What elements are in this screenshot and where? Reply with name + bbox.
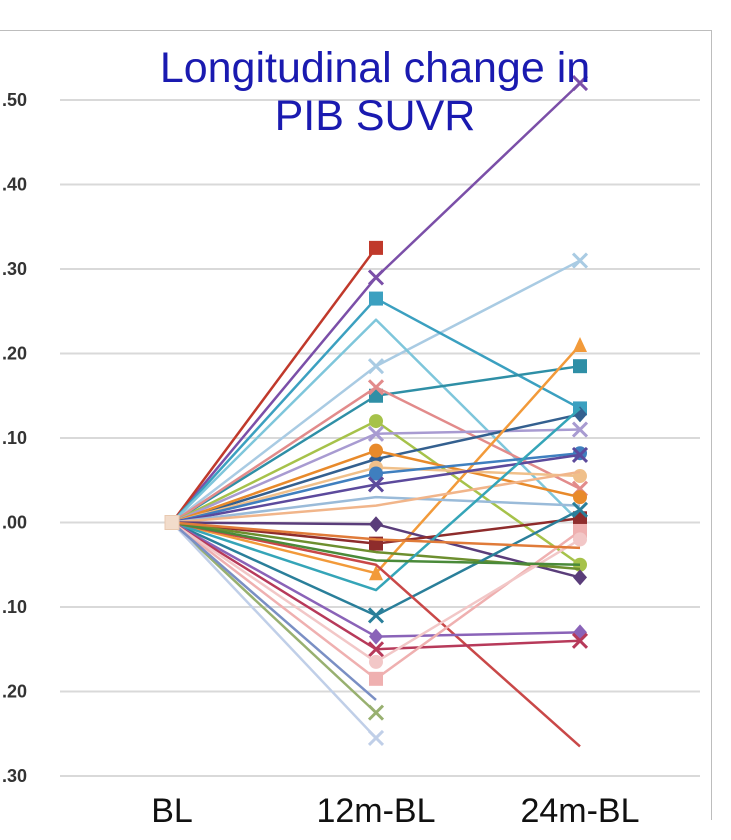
series-12-point-1 bbox=[369, 565, 383, 581]
y-tick-label: .20 bbox=[2, 682, 27, 702]
series-line-1 bbox=[170, 247, 378, 524]
series-1-point-1 bbox=[369, 240, 383, 255]
series-20-point-2 bbox=[571, 501, 589, 518]
series-line-27 bbox=[171, 521, 377, 714]
series-10-point-2 bbox=[573, 490, 587, 505]
chart-title-line-2: PIB SUVR bbox=[274, 92, 476, 140]
series-line-31 bbox=[171, 521, 581, 550]
y-tick-label: .30 bbox=[2, 766, 27, 786]
series-5-point-2 bbox=[573, 359, 587, 374]
chart-title-line-1: Longitudinal change in bbox=[159, 44, 591, 92]
series-8-point-1 bbox=[367, 425, 385, 442]
series-20-point-1 bbox=[367, 607, 385, 624]
series-10-point-1 bbox=[369, 443, 383, 458]
series-13-point-1 bbox=[369, 466, 383, 481]
series-14-point-1 bbox=[367, 476, 385, 493]
series-25-point-1 bbox=[369, 671, 383, 686]
series-24-point-2 bbox=[571, 632, 589, 649]
series-2-point-1 bbox=[367, 358, 385, 375]
series-line-28 bbox=[171, 521, 377, 739]
series-24-point-1 bbox=[367, 641, 385, 658]
y-tick-label: .10 bbox=[2, 428, 27, 448]
y-tick-label: .50 bbox=[2, 90, 27, 110]
series-26-point-1 bbox=[369, 654, 383, 669]
series-0-point-2 bbox=[571, 75, 589, 92]
series-27-point-1 bbox=[367, 704, 385, 721]
series-23-point-1 bbox=[369, 628, 383, 645]
y-tick-label: .00 bbox=[2, 513, 27, 533]
chart-frame bbox=[0, 30, 712, 820]
series-line-21 bbox=[171, 407, 581, 592]
x-tick-label: 12m-BL bbox=[316, 792, 435, 830]
series-2-point-2 bbox=[571, 252, 589, 269]
series-26-point-2 bbox=[573, 532, 587, 547]
series-12-point-2 bbox=[573, 337, 587, 353]
series-14-point-2 bbox=[571, 446, 589, 463]
chart-title: Longitudinal change in PIB SUVR bbox=[90, 44, 660, 140]
y-tick-label: .20 bbox=[2, 344, 27, 364]
x-tick-label: BL bbox=[151, 792, 193, 830]
y-tick-label: .10 bbox=[2, 597, 27, 617]
series-line-22 bbox=[171, 521, 581, 748]
series-line-30 bbox=[171, 521, 581, 566]
series-6-point-1 bbox=[367, 379, 385, 396]
series-line-3 bbox=[171, 297, 581, 524]
series-8-point-2 bbox=[571, 421, 589, 438]
series-28-point-1 bbox=[367, 729, 385, 747]
series-line-15 bbox=[171, 495, 581, 524]
series-line-16 bbox=[171, 470, 581, 524]
series-3-point-1 bbox=[369, 291, 383, 306]
series-11-point-2 bbox=[573, 469, 587, 484]
y-tick-label: .40 bbox=[2, 175, 27, 195]
series-31-point-0 bbox=[164, 515, 180, 530]
y-tick-label: .30 bbox=[2, 259, 27, 279]
series-line-29 bbox=[171, 521, 377, 701]
x-tick-label: 24m-BL bbox=[520, 792, 639, 830]
series-7-point-1 bbox=[369, 414, 383, 429]
series-0-point-1 bbox=[367, 269, 385, 286]
series-17-point-1 bbox=[369, 516, 383, 533]
series-17-point-2 bbox=[573, 569, 587, 586]
